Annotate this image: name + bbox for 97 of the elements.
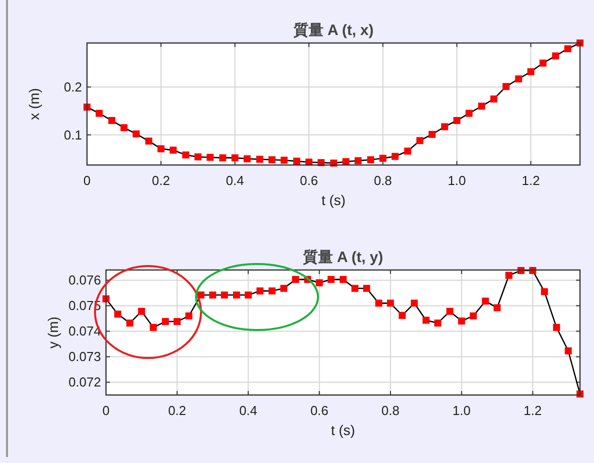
point <box>552 52 560 60</box>
x-axis-title: t (s) <box>321 192 346 208</box>
y-axis-title: x (m) <box>26 88 42 120</box>
point <box>404 148 412 155</box>
y-tick-label: 0.076 <box>68 272 101 288</box>
point <box>398 312 406 319</box>
point <box>96 110 103 117</box>
point <box>386 300 394 307</box>
x-tick-label: 0 <box>102 403 110 418</box>
point <box>458 318 466 325</box>
point <box>209 292 216 298</box>
point <box>145 138 152 145</box>
chart-title: 質量 A (t, y) <box>302 248 384 266</box>
x-tick-label: 0.6 <box>300 173 318 188</box>
x-tick-label: 1.0 <box>452 403 471 418</box>
point <box>174 318 181 326</box>
point <box>316 279 323 286</box>
point <box>392 152 399 160</box>
point <box>351 284 358 292</box>
point <box>305 158 312 166</box>
point <box>422 316 430 324</box>
point <box>416 137 424 144</box>
point <box>292 276 300 283</box>
point <box>379 154 386 162</box>
point <box>494 304 501 312</box>
point <box>182 151 190 158</box>
point <box>256 287 264 294</box>
point <box>244 292 252 298</box>
y-tick-label: 0.073 <box>68 349 101 364</box>
chart-title: 質量 A (t, x) <box>292 21 374 39</box>
point <box>367 156 374 164</box>
point <box>527 68 534 76</box>
point <box>126 320 134 327</box>
point <box>340 276 347 283</box>
point <box>268 287 276 294</box>
point <box>540 288 548 296</box>
x-tick-label: 0.2 <box>168 403 186 418</box>
point <box>162 318 169 326</box>
point <box>268 156 276 164</box>
point <box>363 284 370 292</box>
point <box>490 95 498 102</box>
point <box>478 102 486 110</box>
point <box>120 124 128 132</box>
point <box>446 308 454 315</box>
point <box>470 312 477 320</box>
x-tick-label: 0.8 <box>374 173 392 188</box>
point <box>564 347 572 354</box>
point <box>220 292 228 298</box>
x-tick-label: 1.2 <box>522 173 540 188</box>
point <box>231 154 238 162</box>
point <box>375 300 382 307</box>
point <box>108 117 116 124</box>
point <box>293 158 300 165</box>
point <box>185 312 192 320</box>
point <box>132 130 140 138</box>
x-tick-label: 0.2 <box>152 173 170 188</box>
point <box>428 130 436 138</box>
point <box>553 324 560 331</box>
x-tick-label: 0.4 <box>239 403 258 418</box>
point <box>466 110 473 117</box>
point <box>150 324 157 331</box>
point <box>505 272 512 279</box>
point <box>342 158 350 166</box>
point <box>280 284 288 292</box>
point <box>434 320 442 327</box>
x-tick-label: 1.0 <box>448 173 466 188</box>
point <box>515 75 522 82</box>
x-tick-label: 0.8 <box>381 403 400 418</box>
y-tick-label: 0.2 <box>64 80 82 95</box>
point <box>138 308 146 315</box>
x-tick-label: 0 <box>83 173 91 188</box>
point <box>206 154 214 161</box>
x-axis-title: t (s) <box>330 422 356 438</box>
x-tick-label: 0.4 <box>226 173 244 188</box>
point <box>256 156 264 163</box>
x-tick-label: 1.2 <box>524 403 542 418</box>
point <box>194 153 202 160</box>
point <box>502 83 510 90</box>
point <box>233 292 240 298</box>
point <box>564 45 572 52</box>
point <box>328 276 335 283</box>
point <box>280 156 288 164</box>
point <box>170 146 177 154</box>
point <box>157 145 164 152</box>
point <box>540 60 547 67</box>
point <box>354 157 362 164</box>
point <box>441 123 448 130</box>
point <box>482 298 489 305</box>
y-axis-title: y (m) <box>45 316 61 348</box>
point <box>410 300 418 307</box>
x-tick-label: 0.6 <box>310 403 328 418</box>
y-tick-label: 0.1 <box>64 127 82 142</box>
y-tick-label: 0.072 <box>68 374 101 390</box>
point <box>219 154 226 162</box>
point <box>244 155 251 162</box>
point <box>453 117 460 124</box>
point <box>114 310 122 318</box>
